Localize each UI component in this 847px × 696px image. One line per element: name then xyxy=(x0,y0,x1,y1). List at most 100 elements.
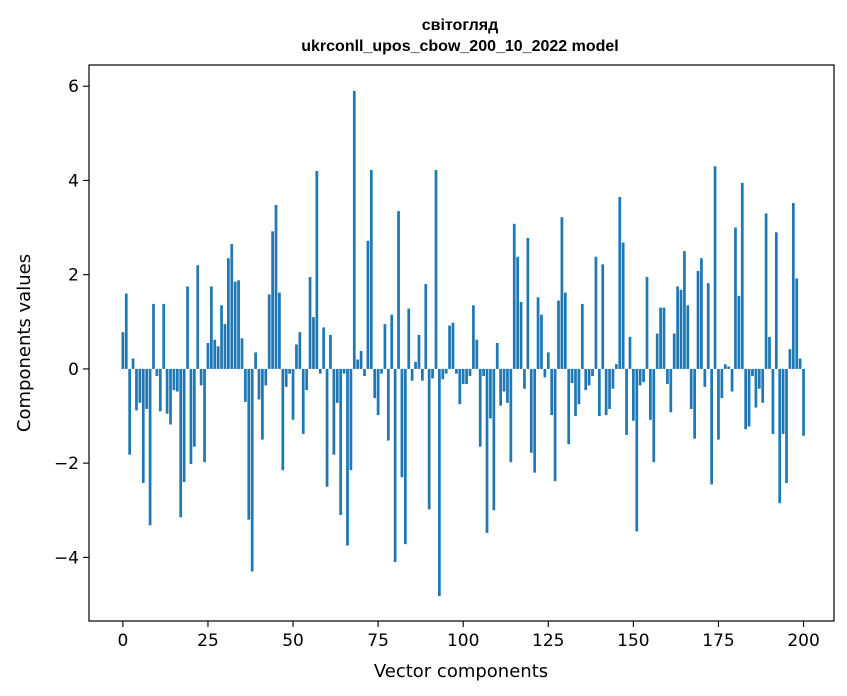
bar xyxy=(417,334,421,369)
bar xyxy=(676,286,679,369)
bar xyxy=(601,264,605,369)
bar xyxy=(274,204,278,369)
bar xyxy=(710,368,714,485)
bar xyxy=(533,368,537,473)
bar xyxy=(546,352,550,369)
bar xyxy=(523,368,526,389)
bar xyxy=(567,368,571,445)
bar xyxy=(482,368,485,376)
bar xyxy=(611,368,615,389)
bar xyxy=(155,368,159,376)
bar xyxy=(124,293,128,369)
bar xyxy=(557,300,560,369)
bar xyxy=(278,292,281,369)
bar xyxy=(628,336,632,369)
bar xyxy=(329,334,332,369)
bar xyxy=(203,368,206,463)
bar xyxy=(502,368,506,392)
bar xyxy=(441,368,445,380)
y-tick-label: −2 xyxy=(54,454,79,474)
x-tick-label: 100 xyxy=(447,631,479,651)
bar xyxy=(604,368,608,416)
bar xyxy=(543,368,547,378)
bar xyxy=(455,368,458,374)
bar xyxy=(135,368,138,411)
y-tick-label: 6 xyxy=(68,77,79,97)
bar xyxy=(288,368,291,374)
bar xyxy=(152,303,155,369)
bar xyxy=(635,368,639,532)
bar xyxy=(723,364,727,369)
bar xyxy=(414,361,417,369)
bar xyxy=(359,351,363,369)
bar xyxy=(291,368,295,420)
bar xyxy=(373,368,377,399)
bar xyxy=(192,368,196,447)
bar xyxy=(662,307,666,369)
bar xyxy=(261,368,264,440)
x-tick-label: 150 xyxy=(617,631,649,651)
bar xyxy=(240,338,244,369)
bar xyxy=(254,352,257,369)
bar xyxy=(597,368,601,417)
bar xyxy=(244,368,247,402)
bar xyxy=(696,270,700,369)
bar xyxy=(179,368,183,518)
bar xyxy=(757,368,761,389)
bar xyxy=(730,368,734,392)
y-tick-label: 0 xyxy=(68,360,79,380)
bar xyxy=(271,231,274,369)
bars-group xyxy=(121,90,805,597)
bar xyxy=(325,368,329,487)
bar xyxy=(642,368,645,383)
bar xyxy=(747,368,751,427)
bar xyxy=(577,368,581,405)
x-axis-ticks: 0 25 50 75 100 125 150 175 200 xyxy=(117,621,820,651)
bar xyxy=(526,237,530,369)
x-tick-label: 25 xyxy=(197,631,219,651)
bar xyxy=(386,368,390,441)
bar xyxy=(376,368,380,416)
bar xyxy=(754,368,758,408)
bar xyxy=(734,227,737,369)
bar xyxy=(495,343,499,369)
bar xyxy=(727,366,731,369)
bar xyxy=(339,368,343,515)
bar xyxy=(397,211,400,369)
bar xyxy=(625,368,628,435)
bar xyxy=(686,305,690,369)
bar xyxy=(499,368,503,406)
bar xyxy=(659,307,662,369)
bar xyxy=(785,368,788,483)
bar xyxy=(516,256,520,369)
bar xyxy=(795,278,799,369)
bar xyxy=(410,368,414,381)
bar xyxy=(458,368,462,405)
bar xyxy=(138,368,142,403)
x-tick-label: 125 xyxy=(532,631,564,651)
bar xyxy=(233,281,237,369)
bar xyxy=(352,90,356,369)
bar xyxy=(162,303,166,369)
x-tick-label: 200 xyxy=(787,631,819,651)
bar xyxy=(400,368,404,478)
bar xyxy=(199,368,203,386)
bar xyxy=(764,213,768,369)
x-tick-label: 175 xyxy=(702,631,734,651)
bar xyxy=(298,332,302,369)
bar xyxy=(771,368,775,434)
bar xyxy=(131,358,135,369)
bar xyxy=(148,368,152,526)
bar xyxy=(420,368,424,381)
bar xyxy=(740,182,744,369)
bar xyxy=(322,327,326,369)
bar xyxy=(614,364,618,369)
bar xyxy=(465,368,468,384)
bar xyxy=(485,368,489,533)
bar xyxy=(332,368,336,455)
bar xyxy=(669,368,673,413)
bar xyxy=(744,368,748,430)
bar xyxy=(489,368,492,419)
bar xyxy=(700,258,703,369)
bar xyxy=(448,325,451,369)
